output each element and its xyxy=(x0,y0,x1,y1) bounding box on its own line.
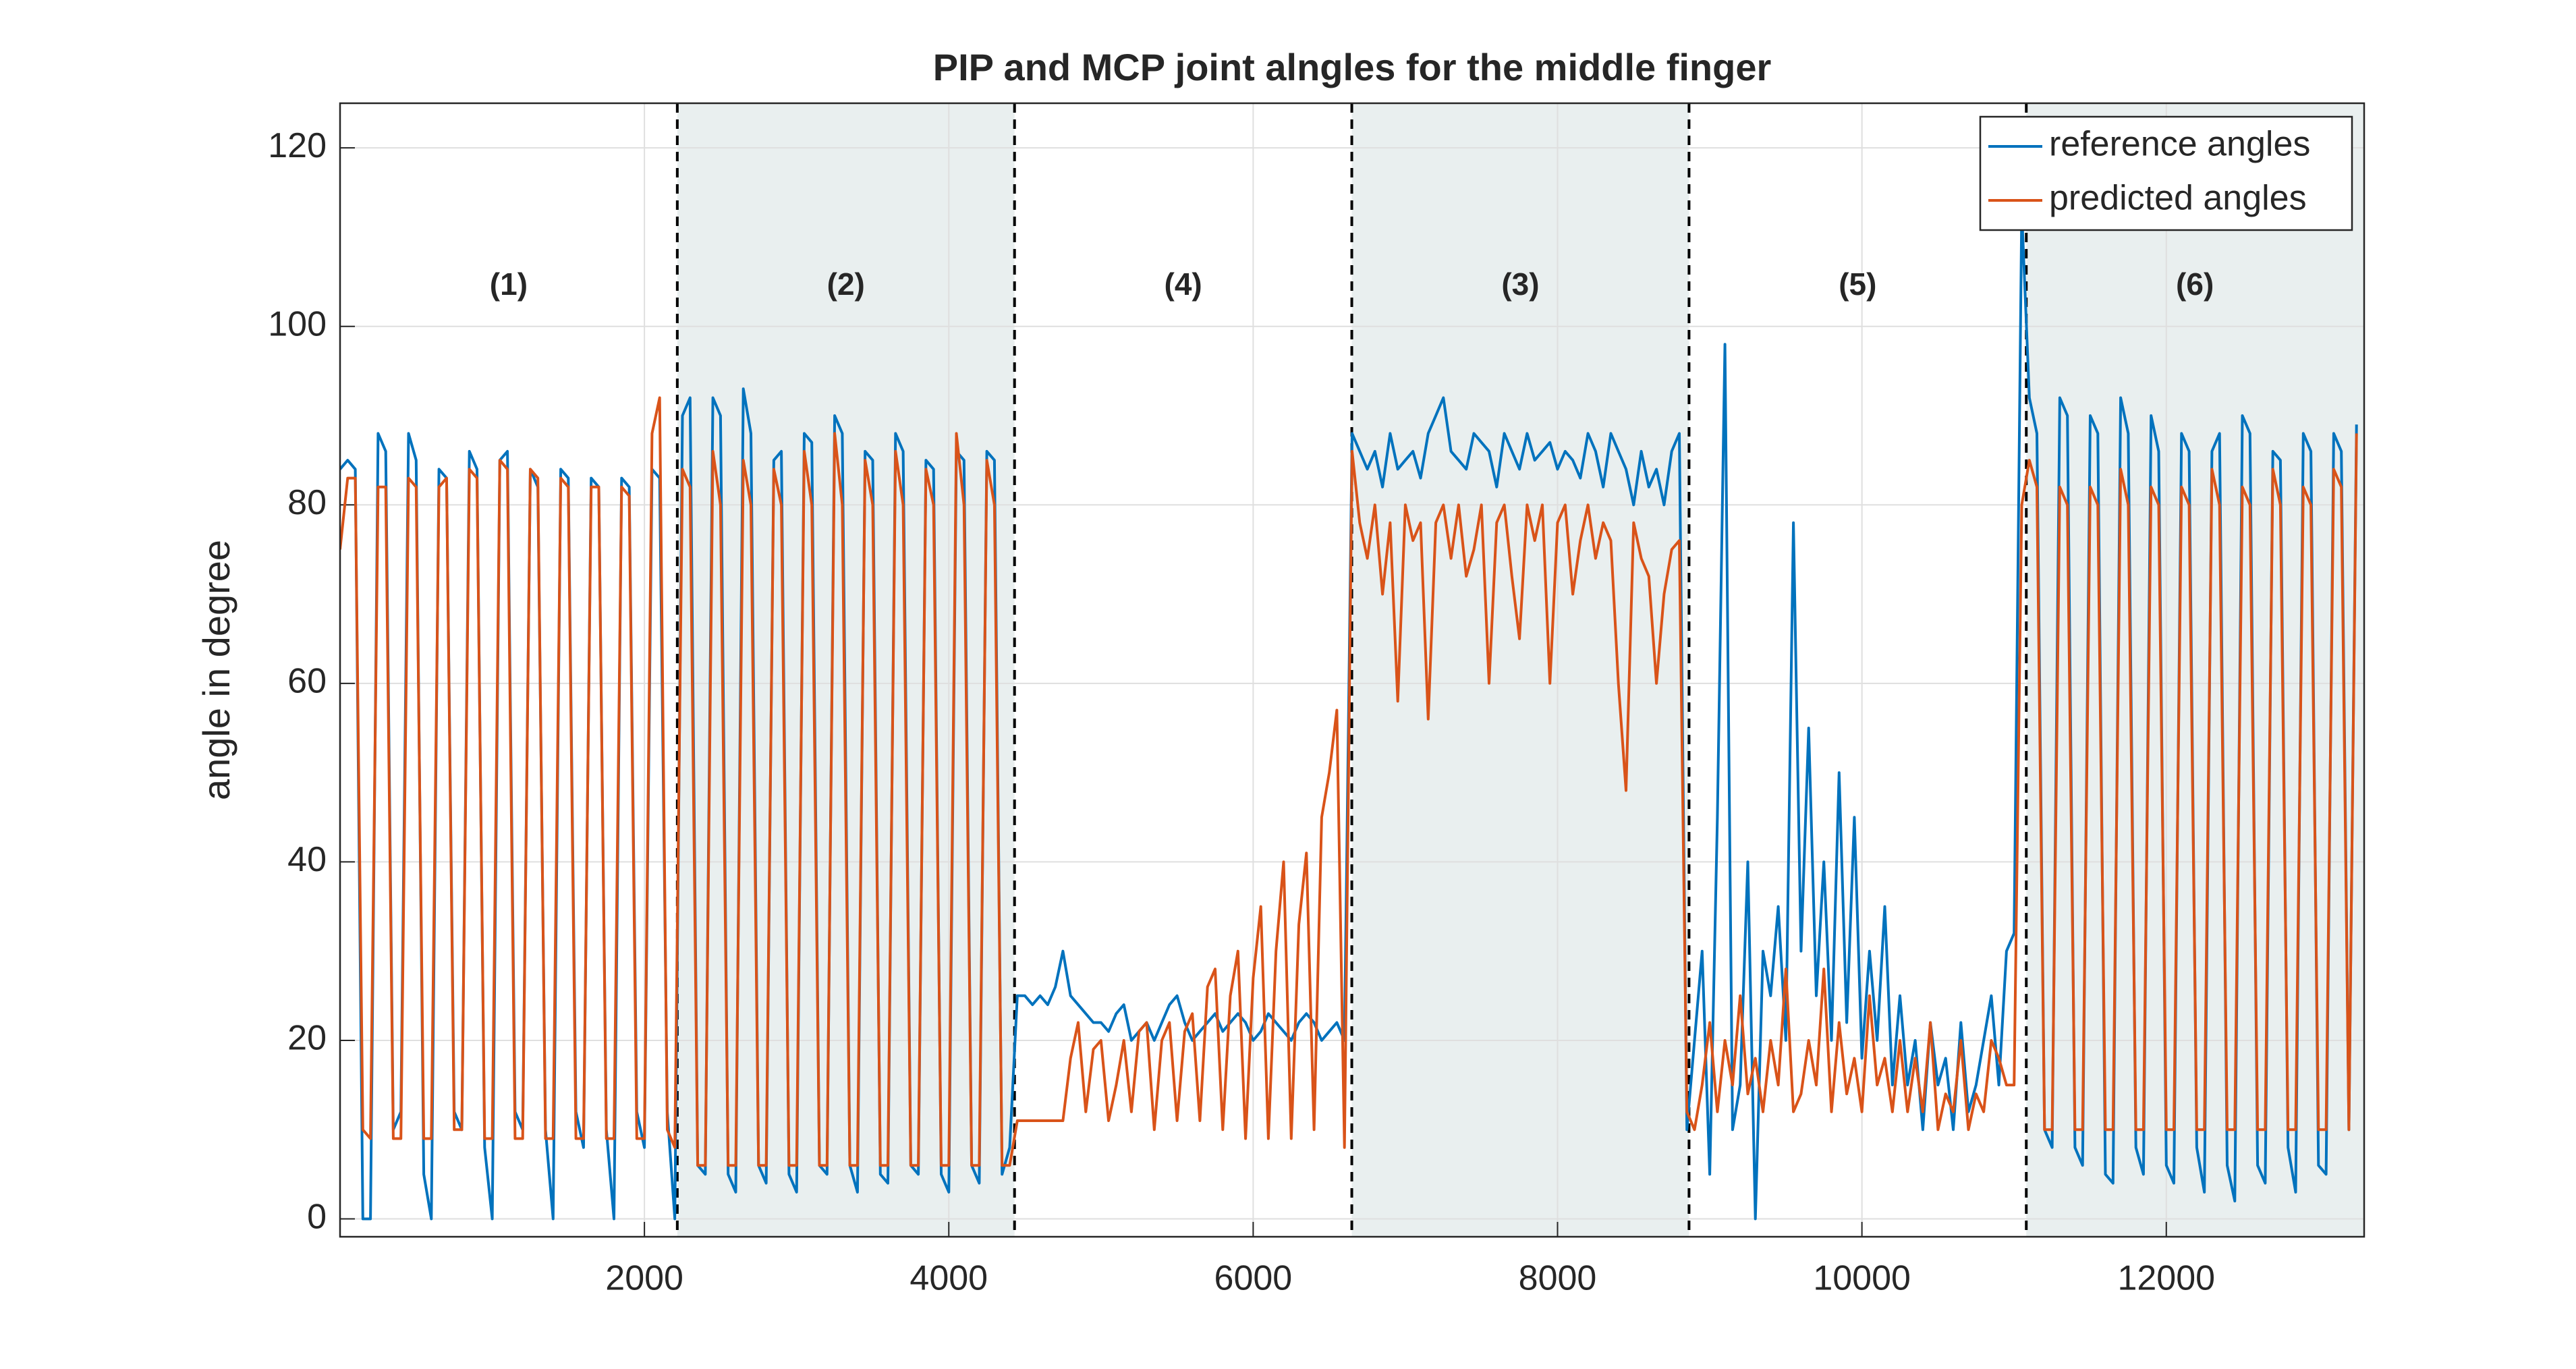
x-tick-label: 4000 xyxy=(909,1259,988,1298)
y-axis-label: angle in degree xyxy=(195,540,237,800)
y-tick-label: 80 xyxy=(287,483,327,522)
legend-box xyxy=(1979,115,2353,231)
y-tick-label: 0 xyxy=(307,1197,327,1236)
series-line xyxy=(340,396,2358,1167)
chart-title: PIP and MCP joint alngles for the middle… xyxy=(933,46,1772,88)
y-tick-label: 120 xyxy=(268,126,327,165)
x-tick-label: 8000 xyxy=(1519,1259,1597,1298)
region-shade xyxy=(1351,103,1689,1237)
y-tick-label: 100 xyxy=(268,304,327,343)
axes-box xyxy=(339,102,2365,1238)
legend-label: predicted angles xyxy=(2049,179,2307,218)
region-label: (3) xyxy=(1501,267,1539,302)
legend-label: reference angles xyxy=(2049,125,2310,164)
region-label: (1) xyxy=(490,267,528,302)
y-tick-label: 40 xyxy=(287,840,327,879)
region-label: (5) xyxy=(1839,267,1876,302)
region-label: (4) xyxy=(1165,267,1202,302)
region-label: (2) xyxy=(827,267,865,302)
y-tick-label: 20 xyxy=(287,1019,327,1058)
x-tick-label: 10000 xyxy=(1813,1259,1911,1298)
region-label: (6) xyxy=(2176,267,2214,302)
x-tick-label: 12000 xyxy=(2117,1259,2215,1298)
y-tick-label: 60 xyxy=(287,662,327,701)
x-tick-label: 6000 xyxy=(1214,1259,1293,1298)
x-tick-label: 2000 xyxy=(605,1259,683,1298)
